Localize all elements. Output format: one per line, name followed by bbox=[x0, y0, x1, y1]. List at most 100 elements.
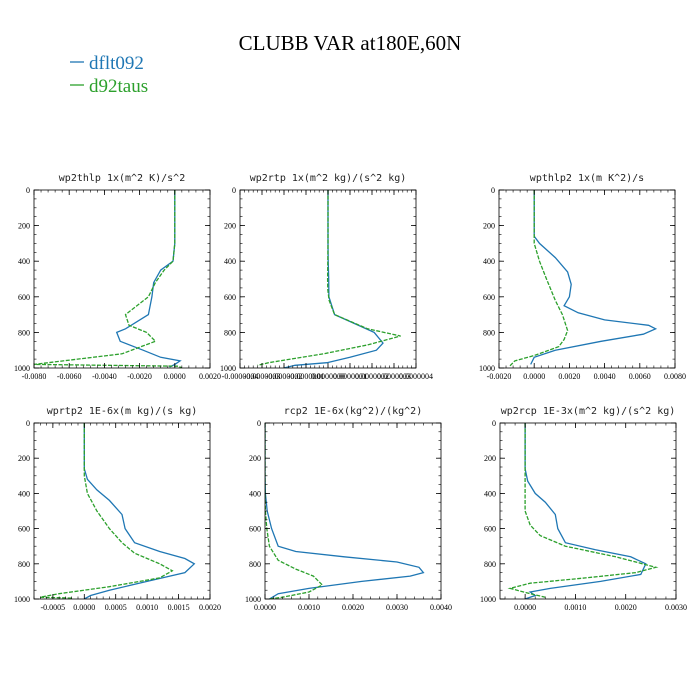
x-tick-label: 0.0000002 bbox=[355, 372, 389, 381]
y-tick-label: 600 bbox=[18, 293, 30, 302]
y-tick-label: 1000 bbox=[245, 595, 261, 604]
series-line-d92taus bbox=[265, 423, 324, 599]
series-line-d92taus bbox=[34, 190, 183, 368]
x-tick-label: -0.0005 bbox=[41, 603, 66, 612]
x-tick-label: -0.0000004 bbox=[222, 372, 259, 381]
y-tick-label: 800 bbox=[18, 328, 30, 337]
y-tick-label: 200 bbox=[18, 454, 30, 463]
x-tick-label: 0.0000003 bbox=[377, 372, 411, 381]
x-tick-label: 0.0030 bbox=[386, 603, 408, 612]
y-tick-label: 600 bbox=[249, 525, 261, 534]
panel-1: wp2thlp 1x(m^2 K)/s^202004006008001000-0… bbox=[14, 173, 221, 381]
plot-frame bbox=[498, 189, 676, 369]
series-line-dflt092 bbox=[83, 423, 196, 599]
panel-title: wpthlp2 1x(m K^2)/s bbox=[530, 173, 644, 184]
panel-6: wp2rcp 1E-3x(m^2 kg)/(s^2 kg) 0 200 400 600 8… bbox=[480, 406, 687, 612]
x-tick-label: 0.0040 bbox=[430, 603, 452, 612]
x-tick-label: 0.0000001 bbox=[333, 372, 367, 381]
x-tick-label: 0.0010 bbox=[136, 603, 158, 612]
panel-title: wp2rtp 1x(m^2 kg)/(s^2 kg) bbox=[250, 173, 407, 184]
x-tick-label: -0.0020 bbox=[487, 372, 512, 381]
y-tick-label: 200 bbox=[249, 454, 261, 463]
panel-title: wp2thlp 1x(m^2 K)/s^2 bbox=[59, 173, 185, 184]
x-tick-label: 0.0020 bbox=[342, 603, 364, 612]
x-tick-label: 0.0000 bbox=[164, 372, 186, 381]
x-tick-label: -0.0080 bbox=[22, 372, 47, 381]
panel-title: rcp2 1E-6x(kg^2)/(kg^2) bbox=[284, 406, 422, 417]
y-tick-label: 400 bbox=[249, 489, 261, 498]
panel-5: rcp2 1E-6x(kg^2)/(kg^2) 0 200 400 600 800 1000… bbox=[245, 406, 452, 612]
y-tick-label: 200 bbox=[224, 222, 236, 231]
x-tick-label: -0.0000001 bbox=[288, 372, 325, 381]
y-tick-label: 400 bbox=[224, 257, 236, 266]
panel-3: wpthlp2 1x(m K^2)/s 0 200 400 600 800 1000-0.0… bbox=[479, 173, 686, 381]
plot-frame bbox=[264, 422, 442, 600]
y-tick-label: 1000 bbox=[480, 595, 496, 604]
panel-4: wprtp2 1E-6x(m kg)/(s kg) 0 200 400 600 800 10… bbox=[14, 406, 221, 612]
y-tick-label: 600 bbox=[224, 293, 236, 302]
x-tick-label: 0.0040 bbox=[594, 372, 616, 381]
x-tick-label: 0.0030 bbox=[665, 603, 687, 612]
series-line-d92taus bbox=[509, 190, 569, 367]
x-tick-label: 0.0015 bbox=[168, 603, 190, 612]
y-tick-label: 0 bbox=[26, 186, 30, 195]
y-tick-label: 800 bbox=[224, 328, 236, 337]
y-tick-label: 400 bbox=[484, 489, 496, 498]
y-tick-label: 800 bbox=[249, 560, 261, 569]
plot-frame bbox=[499, 422, 677, 600]
y-tick-label: 600 bbox=[484, 525, 496, 534]
x-tick-label: -0.0000003 bbox=[244, 372, 281, 381]
y-tick-label: 400 bbox=[483, 257, 495, 266]
panel-2: wp2rtp 1x(m^2 kg)/(s^2 kg) 0 200 400 600 800 1… bbox=[220, 173, 433, 381]
y-tick-label: 0 bbox=[26, 419, 30, 428]
legend-label-dflt092: dflt092 bbox=[89, 53, 144, 74]
x-tick-label: 0.0000004 bbox=[399, 372, 433, 381]
legend-label-d92taus: d92taus bbox=[89, 76, 148, 97]
y-tick-label: 800 bbox=[484, 560, 496, 569]
series-line-dflt092 bbox=[265, 423, 425, 599]
x-tick-label: 0.0010 bbox=[298, 603, 320, 612]
series-line-d92taus bbox=[40, 423, 174, 599]
y-tick-label: 1000 bbox=[479, 364, 495, 373]
y-tick-label: 1000 bbox=[14, 364, 30, 373]
y-tick-label: 200 bbox=[18, 222, 30, 231]
x-tick-label: 0.0020 bbox=[199, 372, 221, 381]
y-tick-label: 0 bbox=[492, 419, 496, 428]
x-tick-label: -0.0020 bbox=[127, 372, 152, 381]
x-tick-label: 0.0000 bbox=[514, 603, 536, 612]
x-tick-label: 0.0020 bbox=[199, 603, 221, 612]
x-tick-label: -0.0040 bbox=[92, 372, 117, 381]
x-tick-label: 0.0000 bbox=[73, 603, 95, 612]
x-tick-label: 0.0060 bbox=[629, 372, 651, 381]
y-tick-label: 0 bbox=[491, 186, 495, 195]
panel-title: wprtp2 1E-6x(m kg)/(s kg) bbox=[47, 406, 198, 417]
series-line-d92taus bbox=[507, 423, 659, 598]
series-line-dflt092 bbox=[524, 423, 647, 599]
plot-frame bbox=[33, 189, 211, 369]
y-tick-label: 1000 bbox=[14, 595, 30, 604]
y-tick-label: 800 bbox=[18, 560, 30, 569]
x-tick-label: -0.0000002 bbox=[266, 372, 303, 381]
y-tick-label: 200 bbox=[483, 222, 495, 231]
x-tick-label: 0.0010 bbox=[564, 603, 586, 612]
y-tick-label: 0 bbox=[232, 186, 236, 195]
y-tick-label: 600 bbox=[483, 293, 495, 302]
x-tick-label: 0.0000 bbox=[254, 603, 276, 612]
legend: dflt092 d92taus bbox=[70, 53, 148, 97]
x-tick-label: 0.0020 bbox=[615, 603, 637, 612]
series-line-dflt092 bbox=[115, 190, 182, 368]
x-tick-label: 0.0080 bbox=[664, 372, 686, 381]
x-tick-label: -0.0060 bbox=[57, 372, 82, 381]
y-tick-label: 200 bbox=[484, 454, 496, 463]
series-line-dflt092 bbox=[283, 190, 384, 368]
y-tick-label: 800 bbox=[483, 328, 495, 337]
y-tick-label: 400 bbox=[18, 489, 30, 498]
figure-title: CLUBB VAR at180E,60N bbox=[239, 31, 462, 55]
panel-grid: wp2thlp 1x(m^2 K)/s^202004006008001000-0… bbox=[14, 173, 687, 612]
x-tick-label: 0.0000 bbox=[523, 372, 545, 381]
y-tick-label: 0 bbox=[257, 419, 261, 428]
series-line-dflt092 bbox=[530, 190, 658, 365]
y-tick-label: 1000 bbox=[220, 364, 236, 373]
y-tick-label: 400 bbox=[18, 257, 30, 266]
